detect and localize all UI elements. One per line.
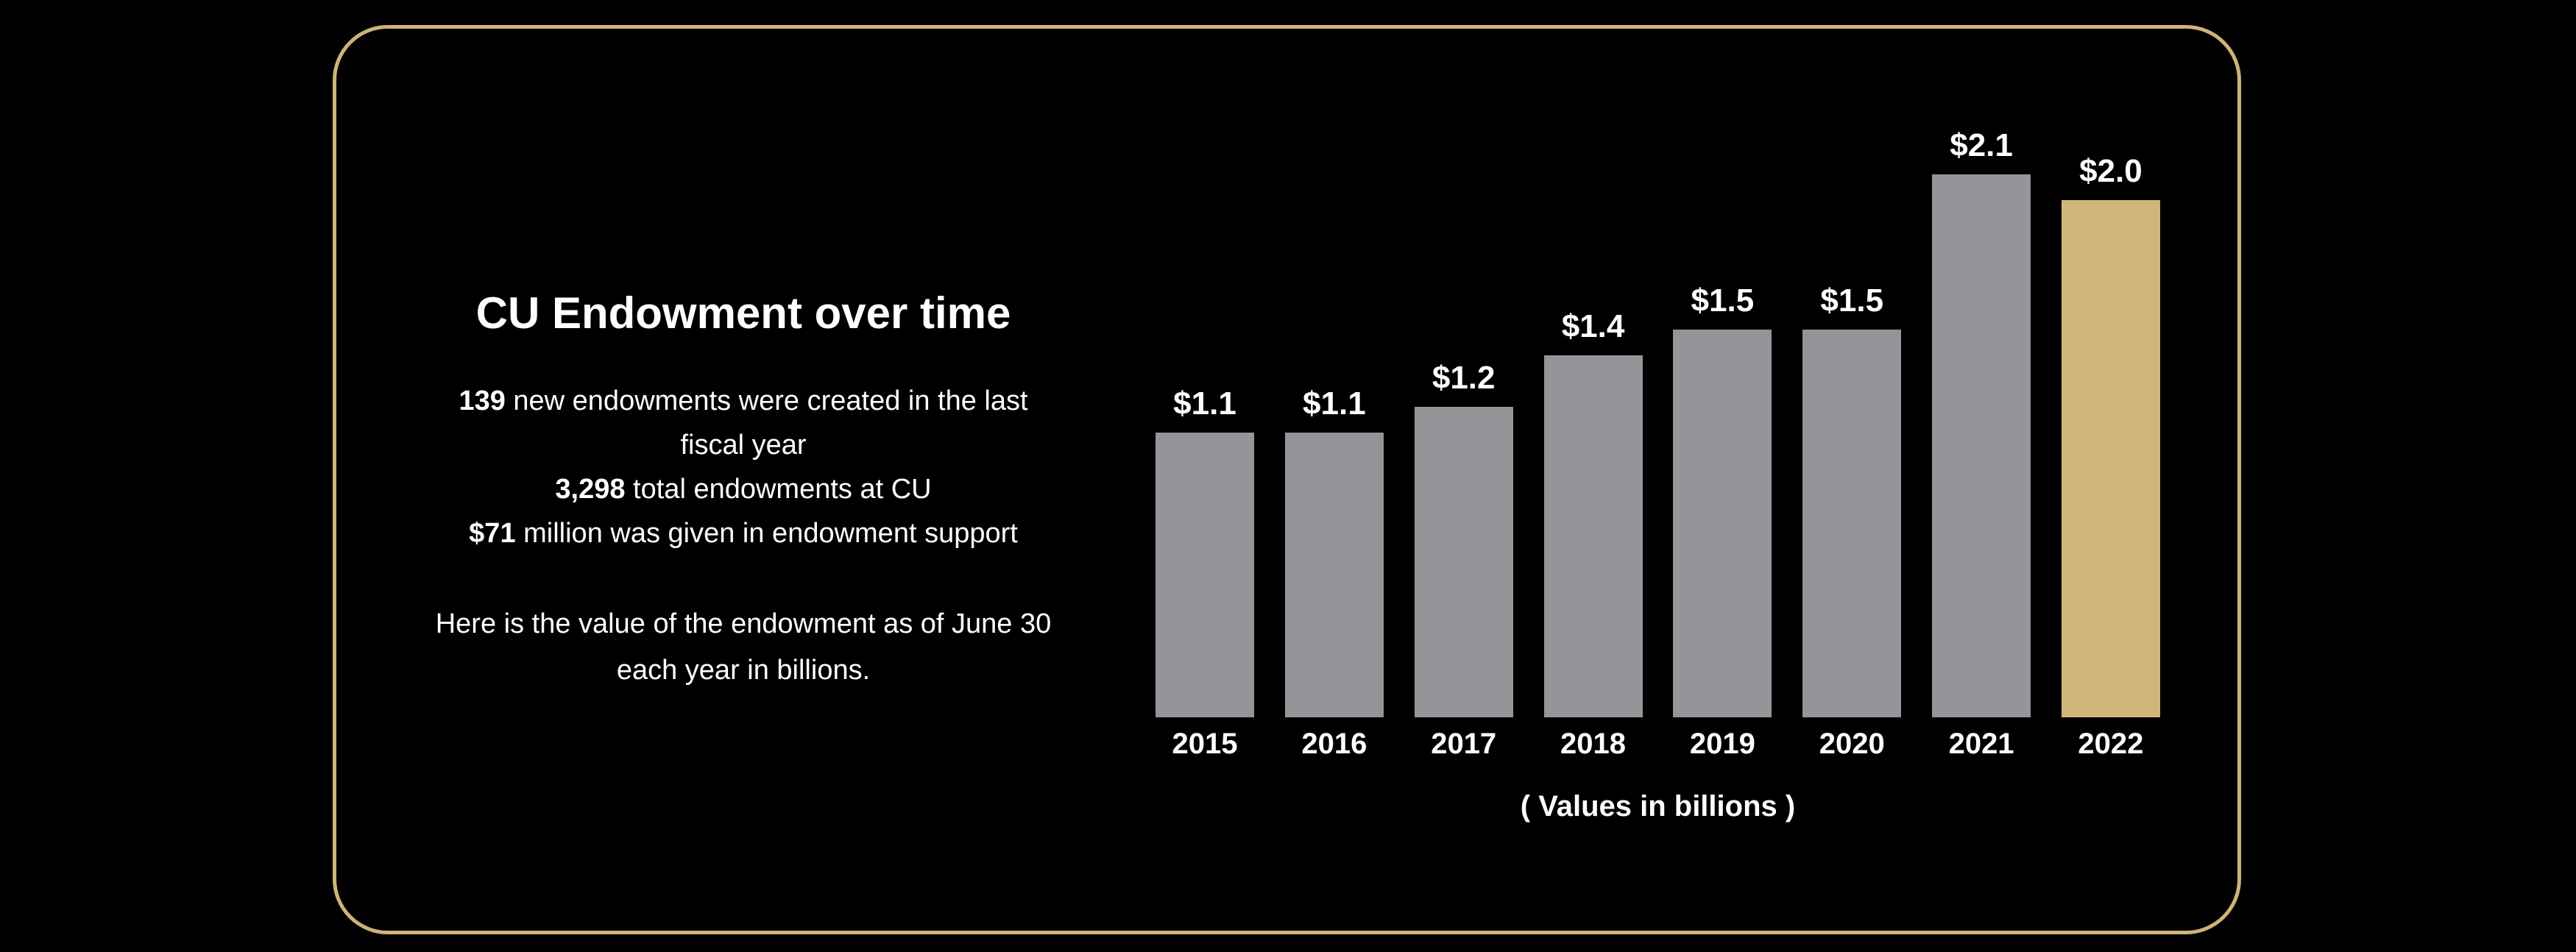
note-block: Here is the value of the endowment as of…: [412, 601, 1075, 694]
stat-line: $71 million was given in endowment suppo…: [469, 518, 1018, 549]
chart-title: CU Endowment over time: [475, 288, 1011, 338]
bar-value-label: $2.0: [2079, 153, 2142, 189]
chart-caption: ( Values in billions ): [1520, 790, 1796, 823]
bar-year-label: 2021: [1948, 728, 2014, 760]
bar-2015: $1.1 2015: [1156, 386, 1254, 760]
bar-2021: $2.1 2021: [1932, 127, 2031, 760]
bar-value-label: $2.1: [1950, 127, 2013, 163]
bar-year-label: 2015: [1172, 728, 1238, 760]
bar-year-label: 2019: [1689, 728, 1755, 760]
note-line: Here is the value of the endowment as of…: [435, 608, 1052, 639]
stats-block: 139 new endowments were created in the l…: [412, 379, 1075, 555]
bar-value-label: $1.5: [1820, 283, 1884, 319]
bar-2020: $1.5 2020: [1802, 283, 1902, 760]
bar-2019: $1.5 2019: [1673, 283, 1772, 760]
bar-year-label: 2017: [1431, 728, 1497, 760]
stat-line: 3,298 total endowments at CU: [555, 474, 932, 505]
bar-year-label: 2016: [1301, 728, 1367, 760]
note-line: each year in billions.: [616, 655, 871, 686]
bar-2018: $1.4 2018: [1543, 308, 1643, 760]
bar-value-label: $1.5: [1691, 283, 1755, 319]
bar-value-label: $1.4: [1561, 308, 1625, 344]
bar-chart: $1.1 2015 $1.1 2016 $1.2 2017 $1.4 2018 $1.5 2019…: [1156, 127, 2160, 760]
bar-year-label: 2020: [1819, 728, 1885, 760]
bar-year-label: 2018: [1560, 728, 1627, 760]
stat-value: 3,298: [555, 474, 626, 505]
stat-value: 139: [459, 386, 506, 416]
stat-value: $71: [469, 518, 516, 549]
bar-year-label: 2022: [2078, 728, 2144, 760]
bar-value-label: $1.2: [1432, 360, 1496, 396]
bar-value-label: $1.1: [1173, 386, 1236, 422]
bar-2016: $1.1 2016: [1284, 386, 1384, 760]
bar-2017: $1.2 2017: [1414, 360, 1513, 760]
bar-2022: $2.0 2022: [2061, 153, 2160, 760]
summary-panel: CU Endowment over time 139 new endowment…: [412, 291, 1075, 694]
stat-line: 139 new endowments were created in the l…: [459, 386, 1028, 416]
stat-line: fiscal year: [680, 430, 807, 461]
bar-value-label: $1.1: [1303, 386, 1366, 422]
